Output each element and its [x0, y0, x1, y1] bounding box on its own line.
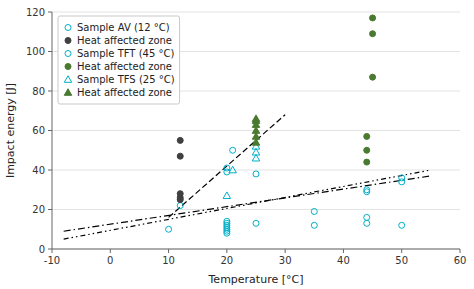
scatter-point [224, 165, 230, 171]
y-tick [48, 12, 52, 13]
scatter-point [230, 147, 236, 153]
x-tick-label: 10 [162, 255, 175, 266]
grid-line [52, 209, 460, 210]
scatter-point [177, 153, 183, 159]
legend-marker [65, 64, 71, 70]
scatter-series [177, 137, 183, 202]
scatter-point [253, 220, 259, 226]
x-tick [285, 249, 286, 253]
scatter-series [166, 147, 405, 232]
scatter-point [370, 31, 376, 37]
legend-marker [65, 38, 71, 44]
x-tick-label: 20 [220, 255, 233, 266]
scatter-point [399, 175, 405, 181]
scatter-series [224, 189, 405, 236]
legend-marker [64, 89, 72, 96]
y-tick [48, 209, 52, 210]
x-tick [460, 249, 461, 253]
x-tick [343, 249, 344, 253]
x-tick [168, 249, 169, 253]
scatter-point [252, 115, 260, 122]
scatter-point [229, 166, 237, 173]
scatter-point [177, 203, 183, 209]
x-axis-line [52, 249, 460, 250]
scatter-point [224, 218, 230, 224]
y-tick [48, 51, 52, 52]
scatter-point [177, 137, 183, 143]
legend-label: Sample TFT (45 °C) [77, 48, 174, 59]
scatter-point [364, 214, 370, 220]
scatter-series [252, 115, 260, 145]
scatter-point [364, 159, 370, 165]
x-tick [401, 249, 402, 253]
legend-marker [64, 76, 72, 83]
legend-box [58, 16, 180, 104]
scatter-point [311, 222, 317, 228]
legend-label: Heat affected zone [77, 35, 172, 46]
y-tick-label: 40 [32, 165, 45, 176]
scatter-series [364, 15, 376, 165]
x-tick-label: -10 [44, 255, 60, 266]
scatter-point [364, 220, 370, 226]
legend-marker [65, 25, 71, 31]
scatter-point [399, 222, 405, 228]
scatter-series [223, 143, 260, 199]
scatter-point [370, 74, 376, 80]
x-tick-label: 40 [337, 255, 350, 266]
legend-label: Heat affected zone [77, 61, 172, 72]
scatter-point [166, 226, 172, 232]
legend-marker [65, 51, 71, 57]
x-tick-label: 60 [454, 255, 467, 266]
scatter-point [364, 133, 370, 139]
legend-label: Heat affected zone [77, 87, 172, 98]
trend-line [169, 115, 286, 218]
y-tick-label: 0 [39, 244, 45, 255]
scatter-point [311, 208, 317, 214]
legend-label: Sample TFS (25 °C) [77, 74, 175, 85]
y-tick-label: 80 [32, 86, 45, 97]
y-tick [48, 170, 52, 171]
x-tick [52, 249, 53, 253]
grid-line [52, 249, 460, 250]
trend-line [64, 170, 431, 239]
scatter-point [253, 171, 259, 177]
axes: -100102030405060020406080100120 [26, 7, 466, 267]
y-axis-label: Impact energy [J] [4, 83, 17, 178]
x-axis-label: Temperature [°C] [208, 273, 304, 286]
trend-line [64, 176, 431, 231]
plot-area [64, 15, 431, 239]
y-tick [48, 130, 52, 131]
x-tick-label: 30 [279, 255, 292, 266]
y-tick-label: 120 [26, 7, 45, 18]
y-tick-label: 60 [32, 125, 45, 136]
grid-line [52, 170, 460, 171]
legend: Sample AV (12 °C) Heat affected zone Sampl… [58, 16, 180, 104]
grid [52, 12, 460, 249]
scatter-point [364, 147, 370, 153]
x-tick-label: 50 [395, 255, 408, 266]
legend-label: Sample AV (12 °C) [77, 22, 170, 33]
x-tick [110, 249, 111, 253]
scatter-point [364, 189, 370, 195]
x-tick-label: 0 [107, 255, 113, 266]
y-tick-label: 20 [32, 204, 45, 215]
grid-line [52, 12, 460, 13]
scatter-point [223, 192, 231, 199]
scatter-point [370, 15, 376, 21]
scatter-point [177, 191, 183, 197]
chart: -100102030405060020406080100120Temperatu… [0, 0, 474, 289]
y-tick [48, 249, 52, 250]
x-tick [226, 249, 227, 253]
y-tick-label: 100 [26, 46, 45, 57]
y-tick [48, 91, 52, 92]
